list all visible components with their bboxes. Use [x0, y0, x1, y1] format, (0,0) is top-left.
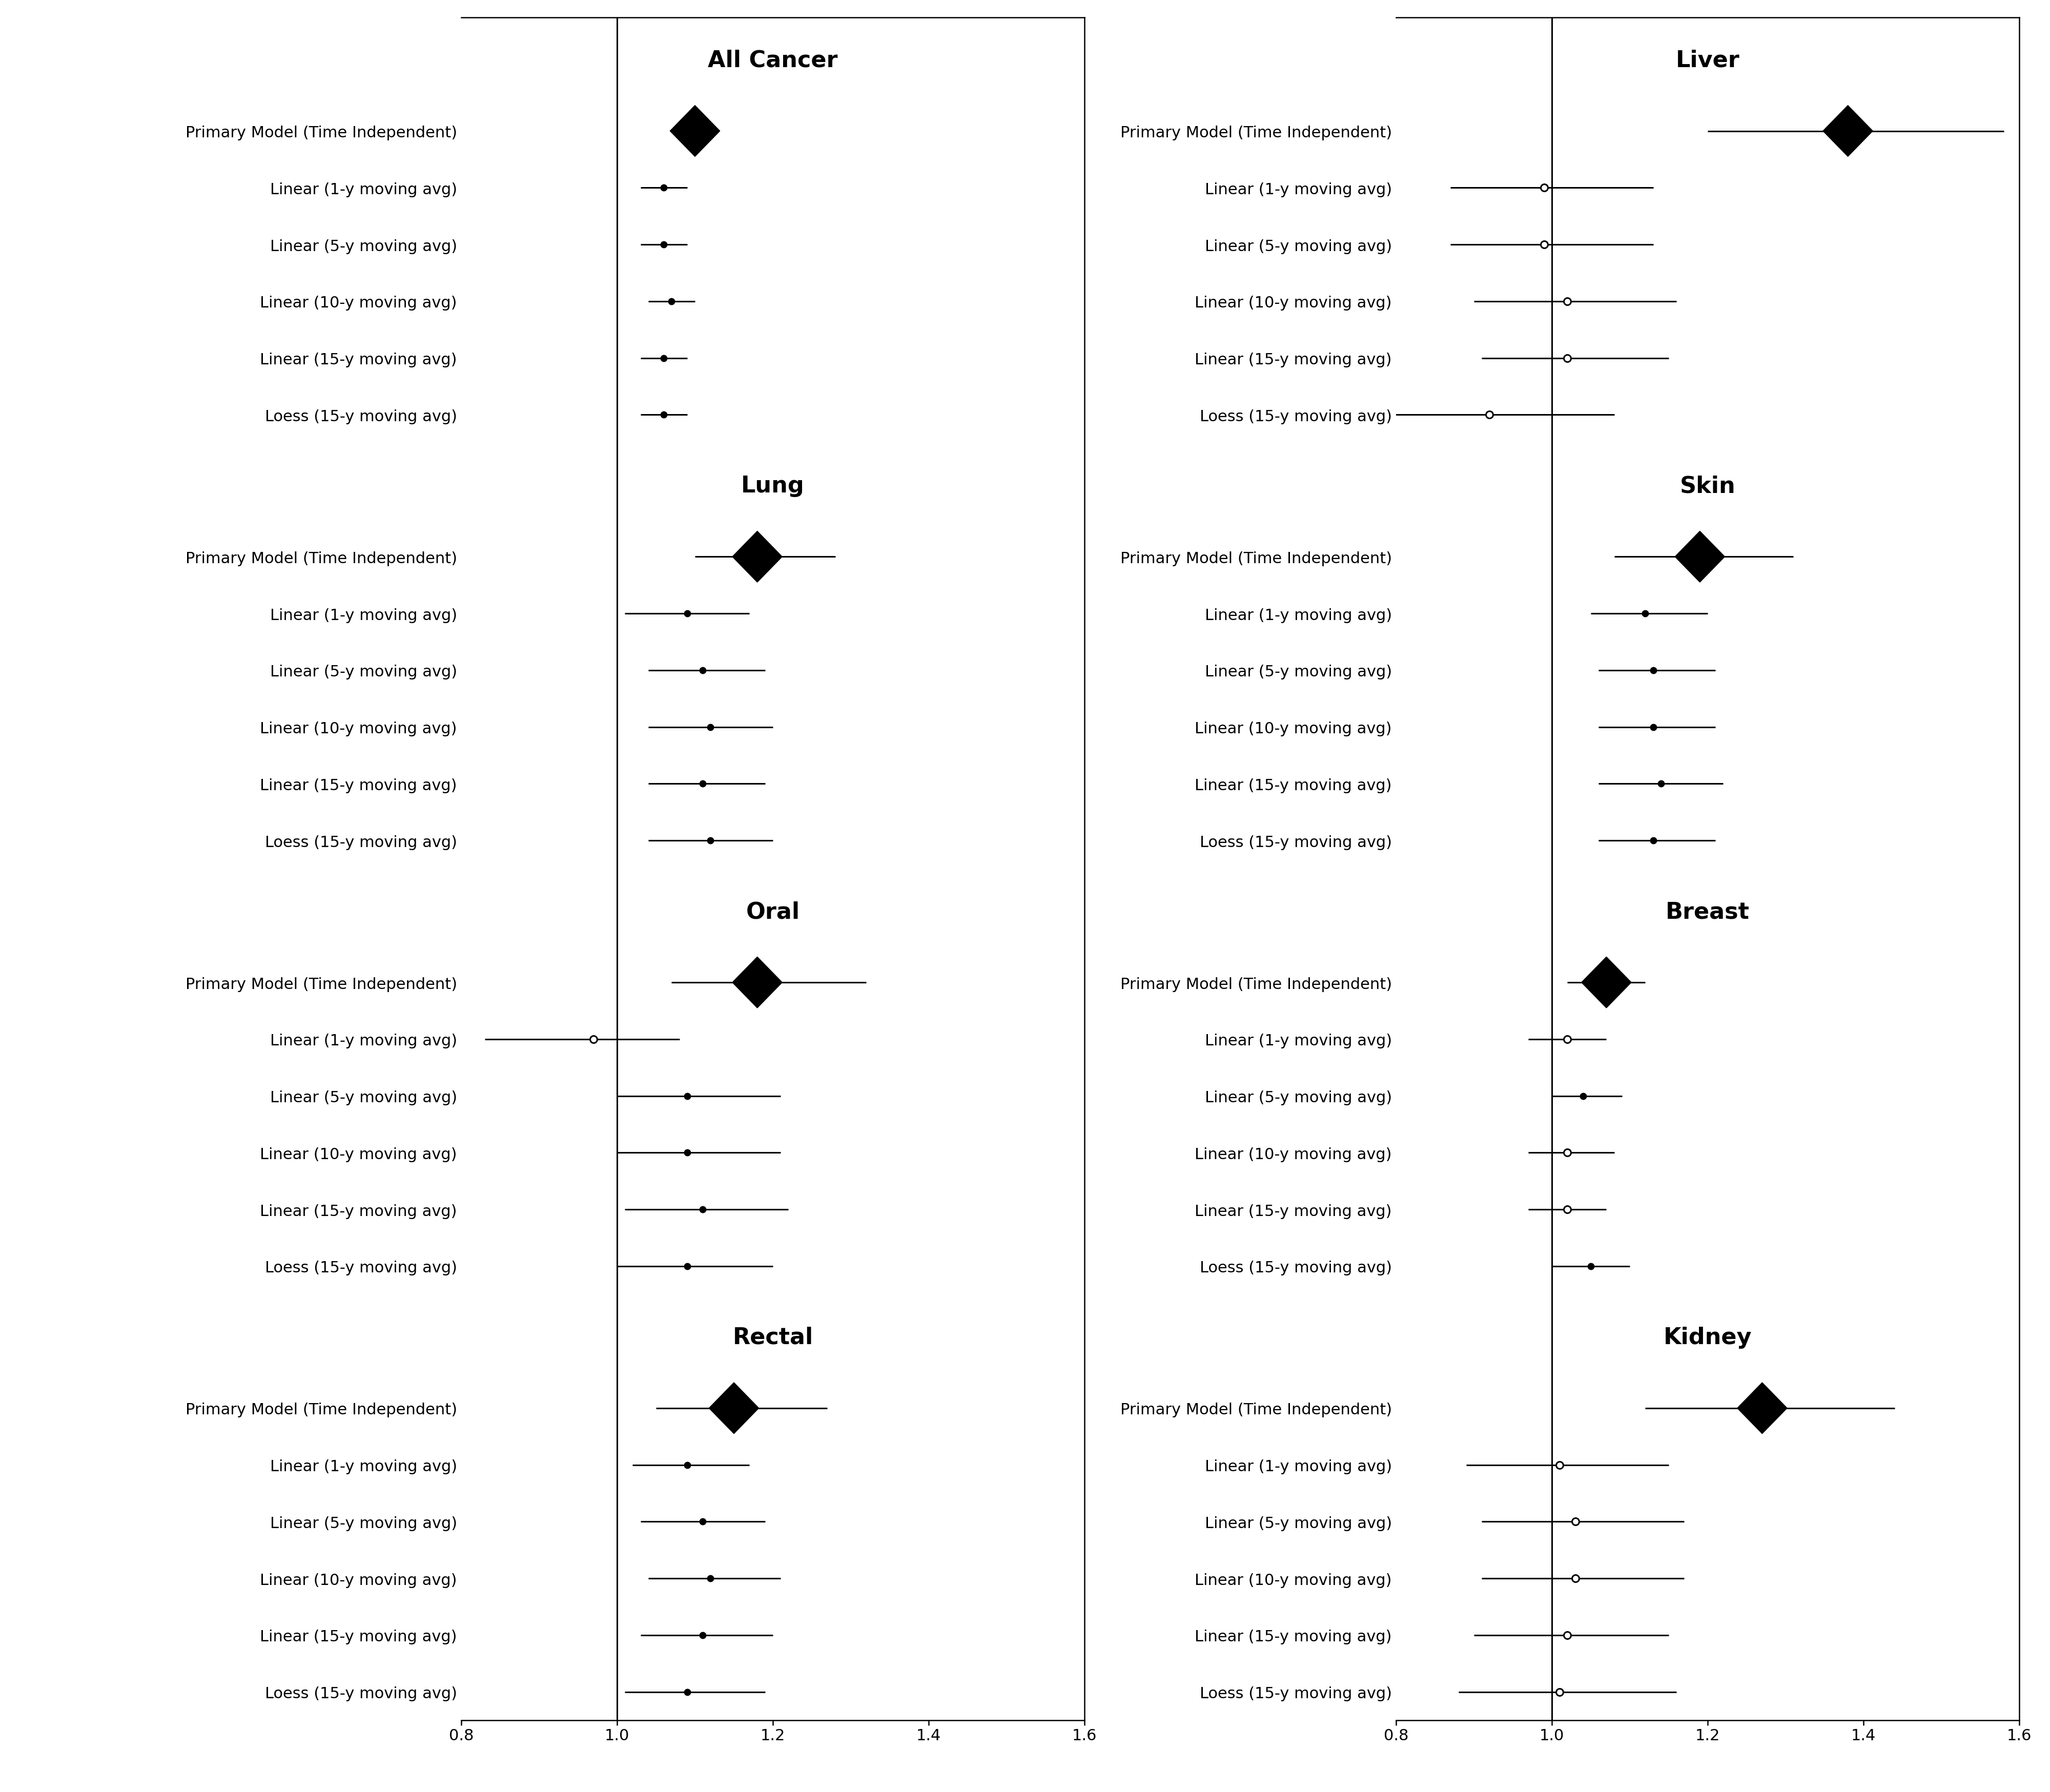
Polygon shape: [1736, 1383, 1788, 1434]
Text: Liver: Liver: [1675, 50, 1740, 72]
Text: Oral: Oral: [746, 901, 799, 923]
Text: All Cancer: All Cancer: [707, 50, 838, 72]
Polygon shape: [1822, 106, 1874, 158]
Polygon shape: [1581, 957, 1632, 1009]
Text: Rectal: Rectal: [732, 1326, 814, 1348]
Polygon shape: [709, 1383, 758, 1434]
Text: Lung: Lung: [742, 475, 804, 496]
Polygon shape: [1675, 532, 1724, 582]
Polygon shape: [732, 957, 783, 1009]
Text: Breast: Breast: [1667, 901, 1749, 923]
Text: Skin: Skin: [1679, 475, 1736, 496]
Polygon shape: [670, 106, 720, 158]
Text: Kidney: Kidney: [1663, 1326, 1753, 1348]
Polygon shape: [732, 532, 783, 582]
